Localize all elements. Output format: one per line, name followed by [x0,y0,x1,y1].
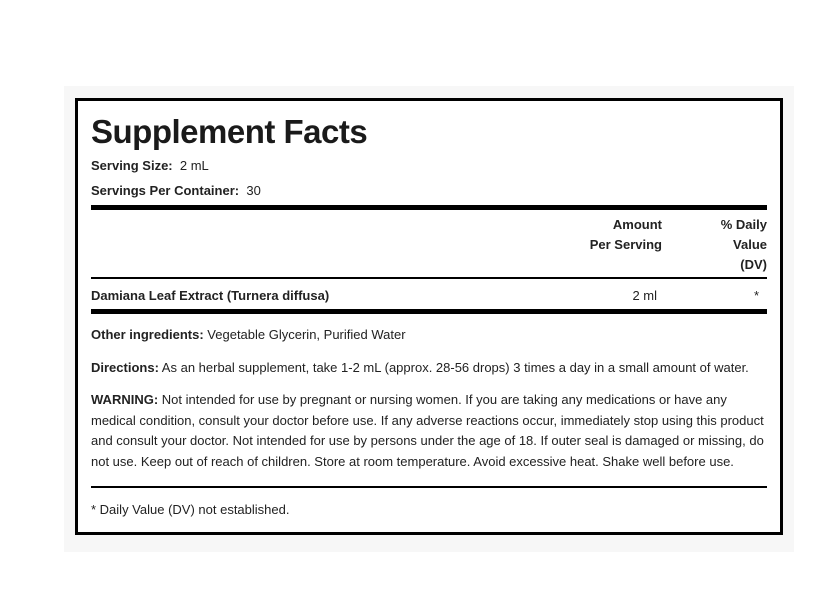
serving-size-value: 2 mL [179,158,209,173]
panel-title: Supplement Facts [91,113,368,150]
serving-size: Serving Size: 2 mL [91,158,209,173]
other-ingredients: Other ingredients: Vegetable Glycerin, P… [91,325,767,346]
amount-header-line: Per Serving [589,237,662,252]
ingredient-dv: * [753,288,759,303]
servings-label: Servings Per Container: [91,183,240,198]
amount-header: Amount Per Serving [590,215,662,255]
dv-header: % Daily Value (DV) [721,215,767,275]
divider-thin [91,277,767,279]
servings-value: 30 [246,183,261,198]
dv-header-line: % Daily [720,217,767,232]
divider-thick [91,205,767,210]
servings-per-container: Servings Per Container: 30 [91,183,261,198]
directions: Directions: As an herbal supplement, tak… [91,358,767,379]
divider-thin [91,486,767,488]
other-ingredients-text: Vegetable Glycerin, Purified Water [203,327,406,342]
dv-header-line: (DV) [740,257,767,272]
warning-text: Not intended for use by pregnant or nurs… [91,392,764,469]
directions-text: As an herbal supplement, take 1-2 mL (ap… [158,360,749,375]
directions-label: Directions: [91,360,159,375]
warning-label: WARNING: [91,392,159,407]
other-ingredients-label: Other ingredients: [91,327,204,342]
dv-header-line: Value [733,237,767,252]
serving-size-label: Serving Size: [91,158,173,173]
divider-thick [91,309,767,314]
amount-header-line: Amount [612,217,662,232]
supplement-facts-panel: Supplement Facts Serving Size: 2 mL Serv… [75,98,783,535]
ingredient-amount: 2 ml [632,288,657,303]
warning: WARNING: Not intended for use by pregnan… [91,390,767,472]
footnote: * Daily Value (DV) not established. [91,502,290,517]
ingredient-name: Damiana Leaf Extract (Turnera diffusa) [91,288,330,303]
